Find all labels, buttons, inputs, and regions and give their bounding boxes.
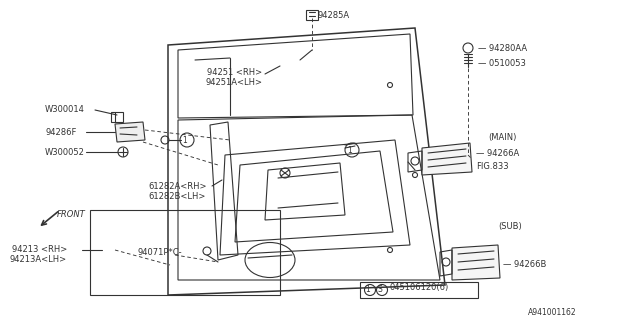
Text: 1: 1 — [182, 135, 188, 145]
Text: 045106120(6): 045106120(6) — [390, 283, 449, 292]
Text: 61282B<LH>: 61282B<LH> — [148, 192, 205, 201]
Text: 94285A: 94285A — [318, 11, 350, 20]
Text: 61282A<RH>: 61282A<RH> — [148, 182, 207, 191]
Text: 94071P*C-: 94071P*C- — [138, 248, 182, 257]
Text: 1: 1 — [365, 285, 371, 294]
Polygon shape — [422, 143, 472, 175]
Text: FIG.833: FIG.833 — [476, 162, 509, 171]
Polygon shape — [452, 245, 500, 280]
Text: — 94280AA: — 94280AA — [478, 44, 527, 53]
Text: — 94266B: — 94266B — [503, 260, 547, 269]
Text: 94213A<LH>: 94213A<LH> — [10, 255, 67, 264]
Text: — 94266A: — 94266A — [476, 149, 519, 158]
Text: 1: 1 — [348, 146, 353, 155]
Text: (MAIN): (MAIN) — [488, 133, 516, 142]
Text: 94286F: 94286F — [45, 128, 76, 137]
Text: 94251 <RH>: 94251 <RH> — [207, 68, 262, 77]
Text: A941001162: A941001162 — [528, 308, 577, 317]
Text: FRONT: FRONT — [57, 210, 86, 219]
Text: 94213 <RH>: 94213 <RH> — [12, 245, 67, 254]
Text: (SUB): (SUB) — [498, 222, 522, 231]
Text: — 0510053: — 0510053 — [478, 59, 526, 68]
Text: W300052: W300052 — [45, 148, 85, 157]
Polygon shape — [115, 122, 145, 142]
Text: 94251A<LH>: 94251A<LH> — [205, 78, 262, 87]
Text: S: S — [378, 285, 382, 294]
Text: W300014: W300014 — [45, 105, 85, 114]
